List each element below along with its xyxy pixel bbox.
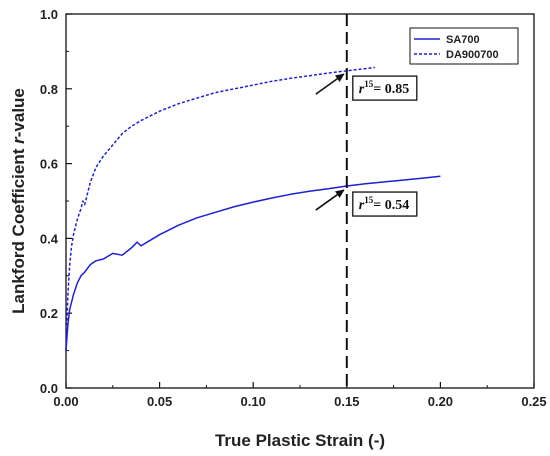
annotation-label: r15= 0.54: [359, 195, 409, 213]
y-axis-title-suffix: -value: [9, 88, 28, 137]
legend-label-da900700: DA900700: [446, 49, 499, 61]
annotation-layer: r15= 0.85 r15= 0.54: [315, 73, 418, 217]
annotation-box: [352, 75, 418, 101]
y-tick-label: 0.0: [40, 381, 58, 396]
legend-label-sa700: SA700: [446, 34, 480, 46]
annotation-label: r15= 0.85: [359, 79, 409, 97]
x-axis-title: True Plastic Strain (-): [215, 431, 385, 450]
annotation-arrow: [315, 73, 345, 95]
annotation-box: [352, 191, 418, 217]
y-axis-title-italic: r: [9, 136, 28, 144]
x-tick-label: 0.15: [334, 394, 359, 409]
plot-frame: [65, 13, 535, 389]
y-axis-title-prefix: Lankford Coefficient: [9, 144, 28, 314]
legend-box: [409, 27, 519, 65]
x-tick-label: 0.00: [53, 394, 78, 409]
x-tick-label: 0.20: [428, 394, 453, 409]
annotation-arrow: [315, 189, 345, 211]
x-tick-label: 0.10: [241, 394, 266, 409]
y-tick-label: 1.0: [40, 7, 58, 22]
x-tick-label: 0.25: [521, 394, 546, 409]
legend: SA700 DA900700: [409, 27, 519, 65]
y-axis-title: Lankford Coefficient r-value: [9, 88, 28, 314]
x-tick-label: 0.05: [147, 394, 172, 409]
y-tick-label: 0.2: [40, 306, 58, 321]
axis-ticks: 0.00 0.05 0.10 0.15 0.20 0.25 0.0 0.2 0.4 0.6 0.8 1…: [40, 7, 547, 409]
plot-area: [65, 13, 535, 389]
series-layer: [65, 66, 441, 351]
series-line-sa700: [65, 175, 441, 351]
series-line-da900700: [65, 66, 375, 351]
y-tick-label: 0.4: [40, 231, 59, 246]
y-tick-label: 0.8: [40, 82, 58, 97]
y-tick-label: 0.6: [40, 157, 58, 172]
